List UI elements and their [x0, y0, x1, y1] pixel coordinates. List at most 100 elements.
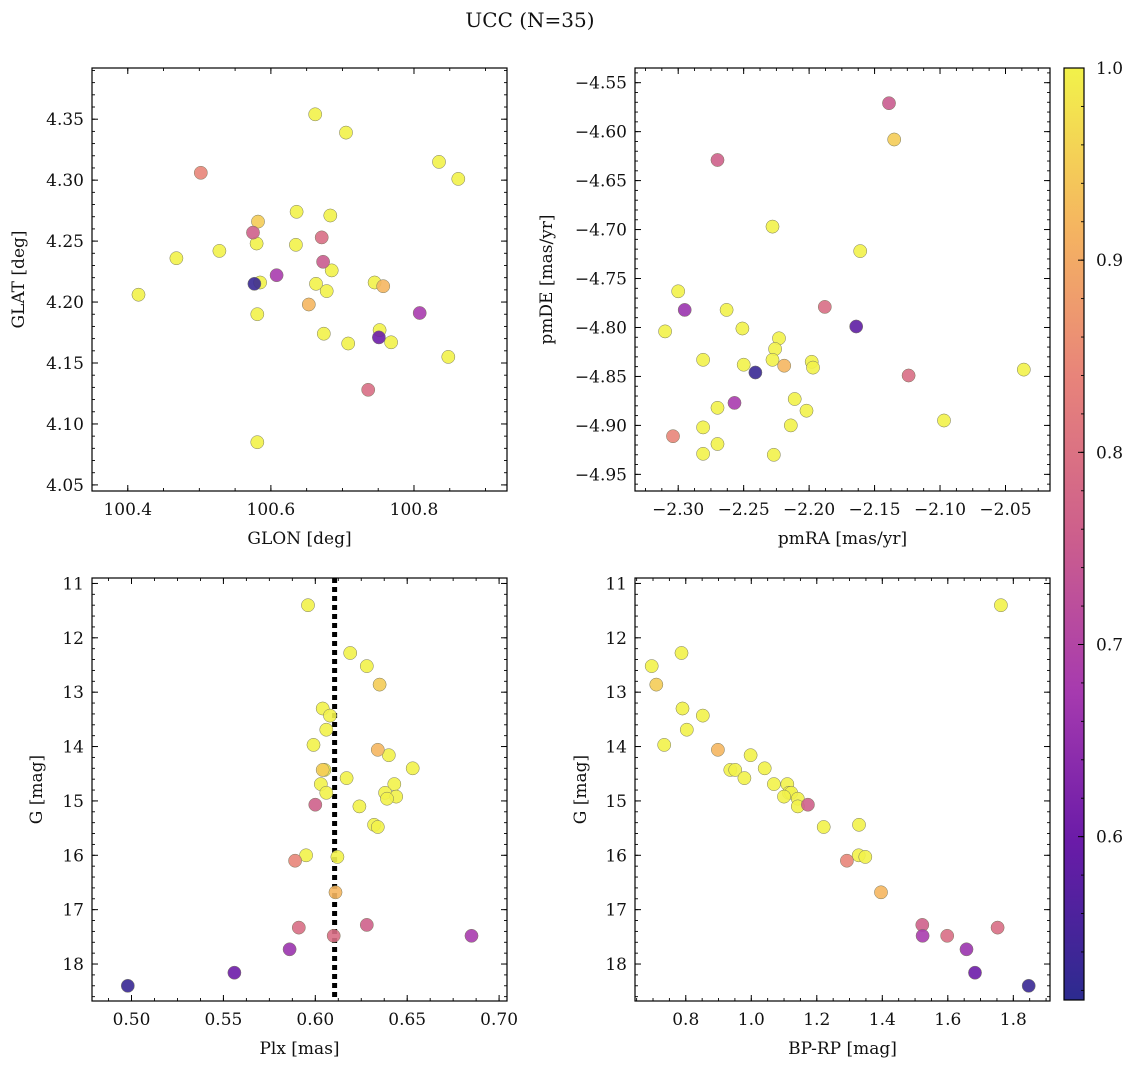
y-tick-label: 16 [62, 846, 84, 866]
data-point [696, 420, 710, 435]
data-point [359, 918, 374, 932]
data-point [816, 820, 831, 834]
data-point [959, 942, 974, 957]
data-point [131, 287, 146, 302]
data-point [968, 965, 982, 980]
data-point [853, 244, 868, 258]
data-point [380, 791, 394, 806]
data-point [314, 230, 329, 245]
x-tick-label: 0.70 [480, 1010, 518, 1030]
data-point [766, 447, 781, 462]
data-point [874, 885, 888, 900]
y-tick-label: 4.35 [46, 110, 84, 130]
data-point [696, 352, 710, 367]
data-point [319, 785, 334, 800]
data-point [748, 365, 763, 380]
data-point [376, 279, 391, 294]
data-point [326, 928, 341, 943]
y-tick-label: 11 [62, 574, 84, 594]
data-point [193, 165, 208, 180]
data-point [849, 319, 864, 334]
data-point [728, 763, 743, 777]
y-tick-label: 4.25 [46, 232, 84, 252]
panel-pmra-pmde: −2.30 −2.25 −2.20 −2.15 −2.10 −2.05 −4.95 −4.90… [537, 67, 1051, 549]
data-point [316, 254, 330, 269]
data-point [719, 303, 734, 317]
data-point [328, 885, 343, 900]
data-point [299, 848, 313, 863]
y-tick-label: −4.90 [575, 416, 627, 436]
data-point [777, 358, 792, 373]
data-point [412, 306, 427, 320]
data-point [319, 722, 334, 737]
data-point [361, 382, 376, 397]
data-point [777, 789, 791, 804]
x-tick-label: 0.55 [204, 1010, 242, 1030]
points-glon-glat [131, 107, 466, 450]
data-point [341, 336, 356, 351]
data-point [727, 396, 742, 410]
data-point [301, 297, 316, 312]
points-bprp-g [644, 598, 1036, 993]
data-point [289, 204, 304, 219]
panels: 100.4 100.6 100.8 4.05 4.10 4.15 4.20 4.25 4.30 4… [9, 67, 1051, 1059]
data-point [649, 677, 664, 692]
data-point [787, 392, 802, 406]
x-tick-label: 100.6 [247, 500, 296, 520]
x-tick-label: 1.0 [738, 1010, 765, 1030]
x-tick-label: 0.50 [113, 1010, 151, 1030]
data-point [915, 928, 930, 943]
data-point [644, 659, 659, 673]
data-point [330, 850, 345, 864]
data-point [323, 208, 338, 223]
y-tick-label: 13 [62, 683, 84, 703]
axes-frame [91, 67, 508, 492]
y-tick-label: −4.70 [575, 221, 627, 241]
data-point [309, 276, 323, 291]
y-tick-label: 12 [62, 629, 84, 649]
y-tick-label: −4.65 [575, 172, 627, 192]
data-point [381, 748, 396, 763]
y-tick-label: 15 [605, 792, 627, 812]
data-point [343, 646, 358, 660]
data-point [695, 708, 710, 723]
colorbar-tick-label: 0.8 [1096, 443, 1123, 463]
y-tick-label: −4.55 [575, 74, 627, 94]
x-tick-label: −2.30 [652, 500, 704, 520]
y-tick-label: 4.05 [46, 476, 84, 496]
data-point [384, 335, 398, 350]
data-point [120, 978, 135, 993]
data-point [858, 850, 873, 864]
data-point [352, 799, 367, 814]
data-point [757, 761, 772, 776]
colorbar-tick-label: 1.0 [1096, 59, 1123, 79]
y-tick-label: 4.20 [46, 293, 84, 313]
data-point [370, 820, 385, 834]
points-plx-g [120, 578, 479, 1001]
y-tick-label: −4.75 [575, 270, 627, 290]
y-tick-label: 18 [605, 955, 627, 975]
data-point [308, 797, 323, 812]
data-point [247, 276, 262, 291]
colorbar-ticks: 0.6 0.7 0.8 0.9 1.0 [1078, 59, 1123, 991]
y-tick-label: 4.15 [46, 354, 84, 374]
data-point [817, 300, 832, 314]
data-point [806, 360, 820, 375]
y-tick-label: 18 [62, 955, 84, 975]
data-point [359, 659, 374, 673]
colorbar-tick-label: 0.9 [1096, 251, 1123, 271]
x-tick-label: 1.6 [934, 1010, 961, 1030]
data-point [801, 797, 815, 812]
y-tick-label: 11 [605, 574, 627, 594]
data-point [451, 172, 466, 186]
data-point [227, 965, 242, 980]
data-point [736, 357, 751, 372]
x-tick-label: 0.60 [296, 1010, 334, 1030]
y-tick-label: 16 [605, 846, 627, 866]
x-tick-label: −2.25 [718, 500, 770, 520]
y-tick-label: 15 [62, 792, 84, 812]
x-tick-label: −2.20 [783, 500, 835, 520]
x-tick-label: 1.2 [803, 1010, 830, 1030]
data-point [315, 763, 330, 777]
data-point [852, 817, 866, 832]
